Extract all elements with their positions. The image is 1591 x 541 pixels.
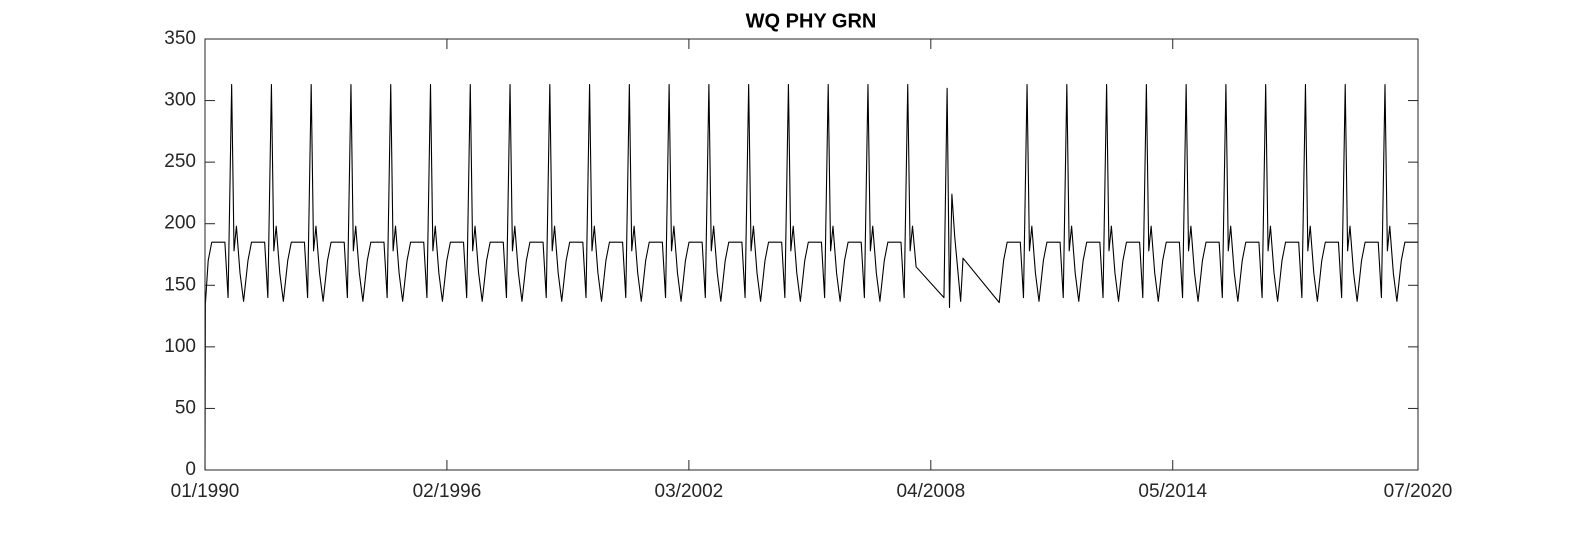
x-tick-label: 02/1996 [413, 481, 482, 502]
y-tick-label: 150 [164, 274, 196, 295]
x-tick-label: 04/2008 [896, 481, 965, 502]
y-tick-label: 200 [164, 213, 196, 234]
plot-area [205, 39, 1418, 470]
y-tick-label: 300 [164, 90, 196, 111]
data-line [204, 84, 1418, 471]
y-tick-label: 250 [164, 151, 196, 172]
x-tick-label: 01/1990 [171, 481, 240, 502]
x-tick-label: 07/2020 [1384, 481, 1453, 502]
y-tick-label: 100 [164, 336, 196, 357]
chart-title: WQ PHY GRN [746, 10, 877, 32]
x-tick-label: 05/2014 [1138, 481, 1207, 502]
x-tick-label: 03/2002 [655, 481, 724, 502]
axes-box [204, 38, 1419, 471]
y-tick-label: 0 [185, 459, 196, 480]
y-tick-label: 50 [175, 397, 196, 418]
y-tick-label: 350 [164, 28, 196, 49]
